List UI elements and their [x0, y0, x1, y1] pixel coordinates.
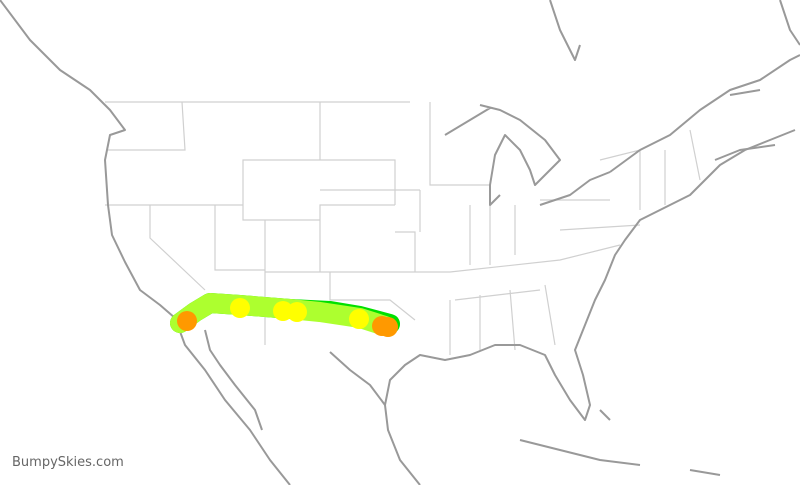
turbulence-marker-light-moderate: [287, 302, 307, 322]
watermark: BumpySkies.com: [12, 455, 124, 470]
turbulence-marker-light-moderate: [230, 298, 250, 318]
turbulence-marker-light-moderate: [349, 309, 369, 329]
flight-route: [170, 293, 400, 337]
turbulence-marker-moderate: [177, 311, 197, 331]
turbulence-marker-moderate: [378, 317, 398, 337]
